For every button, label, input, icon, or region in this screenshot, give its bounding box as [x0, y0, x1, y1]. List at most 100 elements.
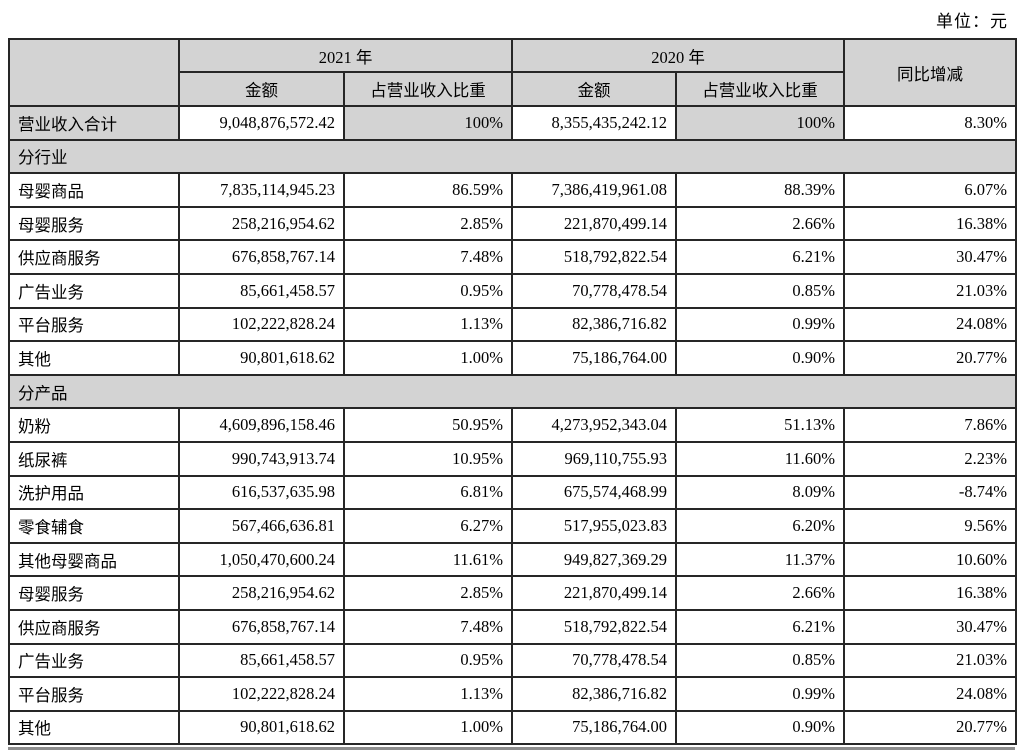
amount-2021-cell: 9,048,876,572.42	[178, 105, 345, 141]
table-row: 洗护用品 616,537,635.98 6.81% 675,574,468.99 8.0…	[8, 474, 1017, 511]
table-header: 2021 年 2020 年 同比增减 金额 占营业收入比重 金额 占营业收入比重	[8, 38, 1017, 107]
amount-2021-cell: 567,466,636.81	[178, 508, 345, 544]
ratio-2021-cell: 0.95%	[343, 642, 513, 679]
yoy-cell: 21.03%	[843, 642, 1017, 679]
section-title-cell: 分产品	[8, 373, 1017, 410]
table-row: 零食辅食 567,466,636.81 6.27% 517,955,023.83 6.2…	[8, 508, 1017, 544]
yoy-cell: 8.30%	[843, 105, 1017, 141]
next-row-cutoff-line	[8, 747, 1015, 750]
table-row: 纸尿裤 990,743,913.74 10.95% 969,110,755.93 11.…	[8, 440, 1017, 477]
amount-2021-cell: 258,216,954.62	[178, 205, 345, 242]
amount-2020-cell: 70,778,478.54	[511, 272, 677, 309]
ratio-2021-cell: 2.85%	[343, 575, 513, 611]
ratio-2020-cell: 11.37%	[675, 541, 845, 578]
ratio-2021-cell: 7.48%	[343, 608, 513, 645]
table-row: 其他母婴商品 1,050,470,600.24 11.61% 949,827,369.…	[8, 541, 1017, 578]
ratio-2020-cell: 0.90%	[675, 340, 845, 376]
header-amount-2021: 金额	[178, 71, 345, 107]
amount-2021-cell: 258,216,954.62	[178, 575, 345, 611]
amount-2021-cell: 90,801,618.62	[178, 709, 345, 746]
ratio-2020-cell: 0.99%	[675, 676, 845, 712]
yoy-cell: 16.38%	[843, 205, 1017, 242]
ratio-2021-cell: 50.95%	[343, 407, 513, 443]
ratio-2020-cell: 0.85%	[675, 272, 845, 309]
amount-2021-cell: 1,050,470,600.24	[178, 541, 345, 578]
amount-2021-cell: 616,537,635.98	[178, 474, 345, 511]
yoy-cell: 9.56%	[843, 508, 1017, 544]
ratio-2020-cell: 88.39%	[675, 172, 845, 208]
ratio-2021-cell: 10.95%	[343, 440, 513, 477]
table-row: 供应商服务 676,858,767.14 7.48% 518,792,822.54 6.…	[8, 239, 1017, 275]
ratio-2021-cell: 0.95%	[343, 272, 513, 309]
table-row: 供应商服务 676,858,767.14 7.48% 518,792,822.54 6.…	[8, 608, 1017, 645]
ratio-2020-cell: 0.85%	[675, 642, 845, 679]
row-label-cell: 平台服务	[8, 676, 180, 712]
amount-2020-cell: 70,778,478.54	[511, 642, 677, 679]
amount-2021-cell: 990,743,913.74	[178, 440, 345, 477]
ratio-2021-cell: 7.48%	[343, 239, 513, 275]
table-row: 母婴商品 7,835,114,945.23 86.59% 7,386,419,961.…	[8, 172, 1017, 208]
amount-2020-cell: 221,870,499.14	[511, 205, 677, 242]
table-row: 其他 90,801,618.62 1.00% 75,186,764.00 0.90% 20…	[8, 709, 1017, 746]
row-label-cell: 洗护用品	[8, 474, 180, 511]
ratio-2021-cell: 2.85%	[343, 205, 513, 242]
unit-label: 单位：元	[936, 12, 1008, 31]
table-row: 平台服务 102,222,828.24 1.13% 82,386,716.82 0.99…	[8, 676, 1017, 712]
amount-2020-cell: 75,186,764.00	[511, 709, 677, 746]
row-label-cell: 其他母婴商品	[8, 541, 180, 578]
amount-2020-cell: 4,273,952,343.04	[511, 407, 677, 443]
amount-2021-cell: 676,858,767.14	[178, 608, 345, 645]
table-body: 营业收入合计 9,048,876,572.42 100% 8,355,435,242.…	[8, 105, 1017, 746]
yoy-cell: 16.38%	[843, 575, 1017, 611]
table-row: 母婴服务 258,216,954.62 2.85% 221,870,499.14 2.6…	[8, 205, 1017, 242]
ratio-2021-cell: 1.13%	[343, 676, 513, 712]
table-row: 广告业务 85,661,458.57 0.95% 70,778,478.54 0.85%…	[8, 272, 1017, 309]
yoy-cell: 2.23%	[843, 440, 1017, 477]
amount-2020-cell: 82,386,716.82	[511, 306, 677, 343]
row-label-cell: 其他	[8, 340, 180, 376]
yoy-cell: 20.77%	[843, 340, 1017, 376]
amount-2021-cell: 102,222,828.24	[178, 676, 345, 712]
ratio-2021-cell: 1.00%	[343, 709, 513, 746]
table-row: 奶粉 4,609,896,158.46 50.95% 4,273,952,343.04…	[8, 407, 1017, 443]
ratio-2020-cell: 2.66%	[675, 205, 845, 242]
yoy-cell: 21.03%	[843, 272, 1017, 309]
yoy-cell: 24.08%	[843, 676, 1017, 712]
ratio-2021-cell: 86.59%	[343, 172, 513, 208]
amount-2020-cell: 518,792,822.54	[511, 239, 677, 275]
ratio-2021-cell: 6.81%	[343, 474, 513, 511]
row-label-cell: 其他	[8, 709, 180, 746]
ratio-2021-cell: 11.61%	[343, 541, 513, 578]
amount-2020-cell: 75,186,764.00	[511, 340, 677, 376]
ratio-2020-cell: 6.20%	[675, 508, 845, 544]
header-amount-2020: 金额	[511, 71, 677, 107]
row-label-cell: 广告业务	[8, 642, 180, 679]
amount-2020-cell: 675,574,468.99	[511, 474, 677, 511]
revenue-table: 2021 年 2020 年 同比增减 金额 占营业收入比重 金额 占营业收入比重…	[8, 38, 1017, 746]
amount-2020-cell: 969,110,755.93	[511, 440, 677, 477]
header-row-years: 2021 年 2020 年 同比增减	[8, 38, 1017, 107]
amount-2021-cell: 4,609,896,158.46	[178, 407, 345, 443]
row-label-cell: 奶粉	[8, 407, 180, 443]
header-row-columns: 金额 占营业收入比重 金额 占营业收入比重	[9, 71, 1016, 107]
ratio-2020-cell: 100%	[675, 105, 845, 141]
amount-2020-cell: 518,792,822.54	[511, 608, 677, 645]
yoy-cell: -8.74%	[843, 474, 1017, 511]
amount-2020-cell: 82,386,716.82	[511, 676, 677, 712]
ratio-2020-cell: 2.66%	[675, 575, 845, 611]
amount-2021-cell: 90,801,618.62	[178, 340, 345, 376]
ratio-2020-cell: 6.21%	[675, 608, 845, 645]
amount-2021-cell: 676,858,767.14	[178, 239, 345, 275]
amount-2020-cell: 7,386,419,961.08	[511, 172, 677, 208]
section-row: 分行业	[8, 138, 1017, 175]
amount-2021-cell: 7,835,114,945.23	[178, 172, 345, 208]
yoy-cell: 7.86%	[843, 407, 1017, 443]
ratio-2021-cell: 1.00%	[343, 340, 513, 376]
ratio-2021-cell: 6.27%	[343, 508, 513, 544]
header-yoy: 同比增减	[843, 38, 1017, 107]
total-row: 营业收入合计 9,048,876,572.42 100% 8,355,435,242.…	[8, 105, 1017, 141]
yoy-cell: 20.77%	[843, 709, 1017, 746]
header-2020: 2020 年	[511, 38, 845, 73]
header-ratio-2021: 占营业收入比重	[343, 71, 513, 107]
